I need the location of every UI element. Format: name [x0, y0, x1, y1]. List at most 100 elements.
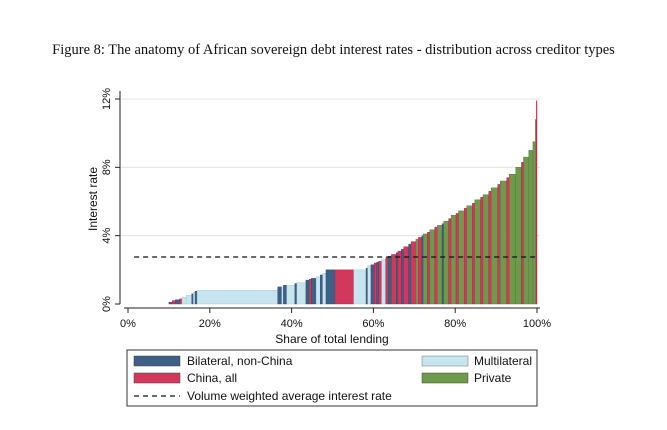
- bar-china: [472, 203, 476, 305]
- bar-bilateral: [175, 299, 180, 305]
- bar-private: [532, 141, 536, 305]
- y-axis-ticks: 0% 4% 8% 12%: [101, 88, 120, 312]
- bars: [168, 100, 538, 305]
- bar-bilateral: [283, 285, 287, 305]
- bar-multilateral: [353, 269, 367, 305]
- bar-china: [385, 257, 389, 305]
- x-tick-label: 100%: [523, 318, 551, 330]
- x-tick-label: 40%: [281, 318, 303, 330]
- bar-china: [434, 226, 438, 305]
- bar-multilateral: [367, 265, 372, 305]
- bar-multilateral: [281, 286, 284, 305]
- bar-multilateral: [196, 290, 278, 305]
- bar-china: [448, 218, 452, 305]
- bar-bilateral: [311, 278, 317, 305]
- bar-bilateral: [365, 267, 368, 305]
- bar-bilateral: [441, 223, 444, 305]
- legend-swatch-private: [421, 372, 469, 384]
- bar-bilateral: [194, 290, 198, 305]
- bar-china: [179, 298, 183, 305]
- bar-multilateral: [296, 282, 307, 305]
- bar-bilateral: [370, 264, 375, 305]
- x-tick-label: 80%: [444, 318, 466, 330]
- bar-china: [391, 254, 397, 305]
- bar-china: [378, 261, 382, 305]
- bar-china: [308, 279, 312, 305]
- legend-label-multilateral: Multilateral: [474, 354, 532, 368]
- legend: Bilateral, non-China Multilateral China,…: [126, 349, 538, 407]
- y-tick-label: 8%: [101, 159, 113, 175]
- bar-bilateral: [191, 293, 194, 305]
- bar-bilateral: [168, 302, 173, 305]
- bar-bilateral: [376, 261, 379, 305]
- legend-label-bilateral: Bilateral, non-China: [187, 354, 293, 368]
- bar-china: [403, 246, 409, 305]
- figure-caption: Figure 8: The anatomy of African soverei…: [52, 42, 615, 58]
- bar-private: [429, 229, 435, 305]
- bar-private: [515, 167, 522, 305]
- bar-china: [488, 191, 492, 305]
- y-axis-title: Interest rate: [86, 167, 100, 231]
- x-axis-ticks: 0% 20% 40% 60% 80% 100%: [120, 308, 551, 330]
- bar-private: [474, 199, 481, 305]
- bar-bilateral: [277, 286, 282, 305]
- bar-multilateral: [315, 276, 321, 305]
- bar-china: [463, 208, 467, 305]
- bar-private: [508, 173, 516, 305]
- legend-label-average: Volume weighted average interest rate: [187, 389, 392, 403]
- bar-private: [423, 233, 428, 305]
- bar-bilateral: [408, 244, 412, 305]
- bar-china: [480, 197, 484, 305]
- bar-china: [536, 100, 538, 305]
- bar-private: [466, 205, 473, 305]
- bar-private: [450, 214, 457, 305]
- bar-private: [482, 194, 489, 305]
- bar-china: [397, 250, 402, 305]
- bar-bilateral: [401, 249, 404, 305]
- bar-private: [528, 150, 534, 305]
- bar-china: [427, 232, 431, 305]
- legend-swatch-bilateral: [133, 355, 181, 367]
- legend-box: [126, 349, 538, 407]
- bar-china: [497, 184, 501, 305]
- x-tick-label: 0%: [120, 318, 136, 330]
- x-tick-label: 20%: [199, 318, 221, 330]
- bar-bilateral: [305, 279, 310, 305]
- legend-swatch-china: [133, 372, 181, 384]
- y-tick-label: 12%: [101, 88, 113, 110]
- legend-label-china: China, all: [187, 371, 237, 385]
- legend-swatch-multilateral: [421, 355, 469, 367]
- bar-multilateral: [181, 296, 187, 305]
- bar-private: [523, 156, 530, 305]
- bar-bilateral: [320, 274, 323, 305]
- legend-label-private: Private: [474, 371, 512, 385]
- bar-private: [499, 180, 507, 305]
- bar-bilateral: [396, 252, 399, 305]
- x-axis-title: Share of total lending: [275, 332, 388, 346]
- bar-china: [418, 237, 422, 305]
- bar-bilateral: [294, 283, 298, 305]
- bar-private: [490, 187, 498, 305]
- bar-china: [455, 213, 459, 305]
- bar-multilateral: [322, 273, 327, 305]
- y-tick-label: 4%: [101, 228, 113, 244]
- y-tick-label: 0%: [101, 296, 113, 312]
- bar-private: [415, 238, 419, 305]
- bar-bilateral: [325, 269, 336, 305]
- bar-multilateral: [286, 285, 296, 305]
- bar-china: [506, 177, 510, 305]
- x-tick-label: 60%: [362, 318, 384, 330]
- bar-china: [374, 262, 377, 305]
- bar-bilateral: [421, 235, 424, 305]
- bar-private: [443, 220, 449, 305]
- bar-private: [437, 225, 443, 305]
- bar-china: [334, 269, 354, 305]
- bar-multilateral: [185, 295, 193, 305]
- bar-china: [521, 162, 524, 305]
- bar-bilateral: [387, 255, 392, 305]
- bar-multilateral: [381, 259, 386, 305]
- bar-china: [171, 300, 176, 305]
- bar-multilateral: [193, 291, 196, 305]
- bar-china: [410, 241, 417, 305]
